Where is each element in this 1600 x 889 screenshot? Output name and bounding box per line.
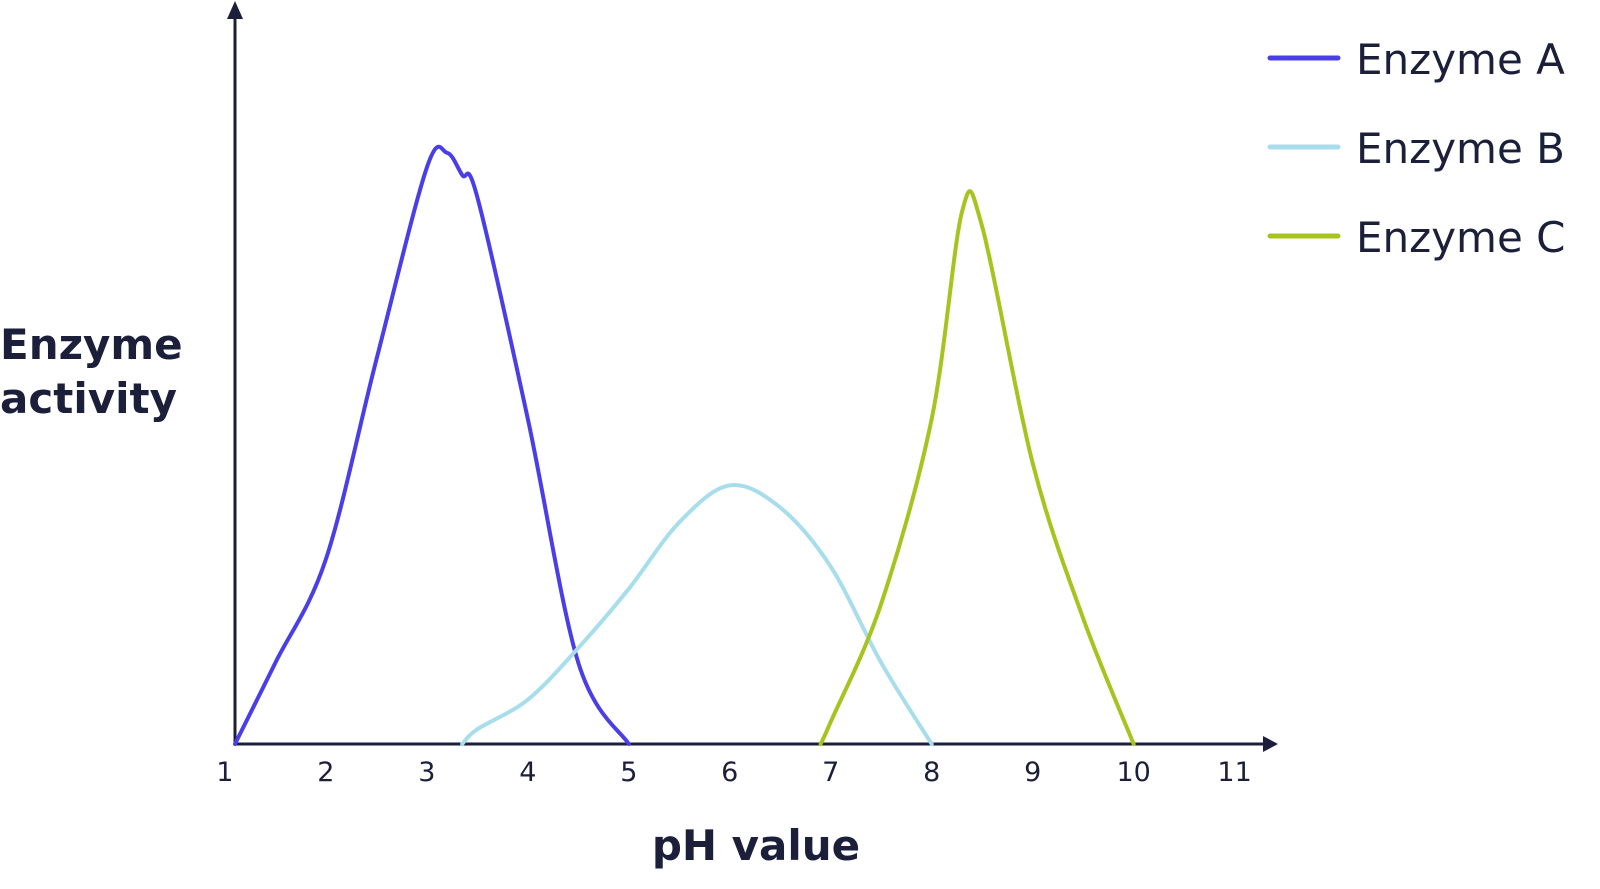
x-tick-label: 2 — [317, 757, 334, 788]
x-tick-label: 8 — [923, 757, 940, 788]
series-line — [233, 144, 631, 746]
y-axis-label: Enzyme activity — [0, 320, 183, 423]
y-axis-arrow — [227, 1, 243, 19]
legend-label: Enzyme B — [1356, 124, 1565, 173]
x-tick-label: 4 — [519, 757, 536, 788]
x-tick-label: 10 — [1116, 757, 1150, 788]
legend-label: Enzyme A — [1356, 35, 1565, 84]
series-line — [818, 189, 1136, 746]
x-tick-label: 6 — [721, 757, 738, 788]
x-axis-arrow — [1263, 736, 1278, 752]
x-tick-label: 9 — [1024, 757, 1041, 788]
x-tick-label: 1 — [216, 757, 233, 788]
x-tick-label: 11 — [1217, 757, 1251, 788]
x-tick-label: 3 — [418, 757, 435, 788]
x-axis-label: pH value — [652, 821, 860, 870]
legend-label: Enzyme C — [1356, 213, 1566, 262]
x-tick-label: 5 — [620, 757, 637, 788]
x-tick-label: 7 — [822, 757, 839, 788]
series-line — [460, 483, 934, 746]
